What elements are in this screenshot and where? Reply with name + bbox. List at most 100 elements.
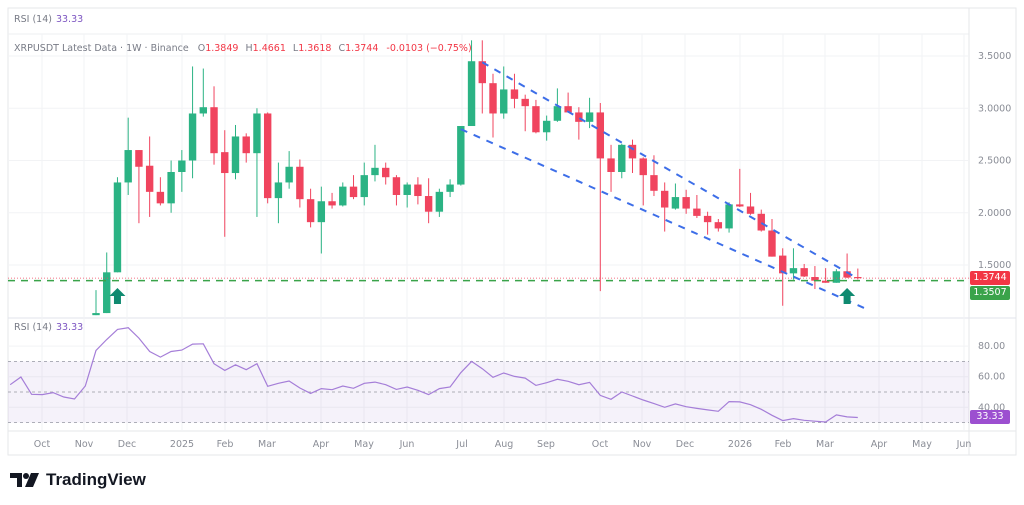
rsi-line (9, 327, 858, 423)
symbol-title: XRPUSDT Latest Data · 1W · Binance (14, 43, 189, 54)
candle-body (210, 107, 218, 154)
candle-body (113, 182, 122, 273)
candles (92, 40, 862, 316)
rsi-last-tag: 33.33 (970, 410, 1010, 424)
candle-body (843, 271, 851, 278)
candle-body (467, 61, 476, 127)
candle-body (135, 150, 143, 167)
price-tick-label: 2.0000 (978, 208, 1011, 219)
candle-body (478, 61, 486, 84)
candle-body (542, 120, 551, 133)
candle-body (585, 112, 594, 122)
time-tick-label: Aug (495, 439, 514, 450)
candle-body (274, 182, 283, 199)
change-value: -0.0103 (−0.75%) (386, 43, 472, 54)
candle-body (736, 204, 744, 207)
time-tick-label: 2026 (728, 439, 752, 450)
symbol-legend[interactable]: XRPUSDT Latest Data · 1W · Binance O1.38… (14, 43, 472, 54)
time-tick-label: Dec (676, 439, 694, 450)
candle-body (821, 280, 830, 283)
grid-lines (8, 34, 969, 431)
candle-body (306, 199, 315, 223)
candle-body (349, 186, 358, 198)
channel-upper-line (481, 61, 859, 280)
candle-body (832, 271, 841, 283)
candle-body (618, 144, 626, 172)
candle-body (854, 277, 862, 279)
candle-body (371, 167, 379, 176)
candle-body (800, 268, 808, 277)
candle-body (714, 222, 723, 229)
rsi-legend[interactable]: RSI (14) 33.33 (14, 322, 83, 333)
candle-body (446, 184, 454, 192)
candle-body (671, 197, 680, 209)
low-label: L (292, 43, 299, 54)
time-tick-label: Nov (633, 439, 652, 450)
candle-body (103, 272, 111, 314)
support-level-tag: 1.3507 (970, 286, 1010, 300)
time-tick-label: Mar (258, 439, 276, 450)
time-tick-label: Oct (34, 439, 51, 450)
rsi-tick-label: 60.00 (978, 372, 1005, 383)
candle-body (693, 208, 701, 216)
candle-body (639, 158, 647, 176)
candle-body (510, 89, 519, 99)
candle-body (575, 112, 583, 122)
open-label: O (197, 43, 206, 54)
candle-body (607, 158, 615, 172)
chart-frame (7, 7, 1017, 456)
candle-body (263, 113, 272, 199)
time-tick-label: Jun (399, 439, 415, 450)
time-tick-label: Feb (217, 439, 234, 450)
top-rsi-value: 33.33 (55, 14, 84, 25)
candle-body (564, 106, 572, 113)
candle-body (811, 277, 819, 281)
candle-body (392, 177, 401, 195)
time-tick-label: Oct (592, 439, 609, 450)
time-tick-label: Jun (956, 439, 972, 450)
price-tick-label: 3.0000 (978, 103, 1011, 114)
candle-body (789, 268, 798, 274)
time-tick-label: Jul (455, 439, 467, 450)
tradingview-logo-icon (10, 473, 39, 487)
candle-body (500, 89, 508, 114)
candle-body (660, 190, 669, 208)
candle-body (682, 197, 690, 209)
open-value: 1.3849 (205, 43, 239, 54)
rsi-value: 33.33 (55, 322, 84, 333)
close-label: C (338, 43, 346, 54)
high-label: H (245, 43, 253, 54)
candle-body (489, 83, 497, 114)
candle-body (178, 160, 186, 172)
time-tick-label: Dec (118, 439, 136, 450)
candle-body (167, 171, 175, 204)
price-axis[interactable]: 3.5000 3.0000 2.5000 2.0000 1.5000 80.00 60.00… (978, 51, 1011, 413)
time-tick-label: 2025 (170, 439, 194, 450)
rsi-tick-label: 80.00 (978, 341, 1005, 352)
candle-body (779, 255, 787, 274)
drawings[interactable] (8, 61, 969, 311)
candle-body (188, 113, 197, 161)
candle-body (145, 165, 154, 192)
top-rsi-legend[interactable]: RSI (14) 33.33 (14, 14, 83, 25)
candle-body (328, 201, 336, 206)
rsi-tick-label: 40.00 (978, 402, 1005, 413)
rsi-line-group (9, 327, 858, 423)
tradingview-logo[interactable]: TradingView (10, 470, 146, 490)
last-price-tag: 1.3744 (970, 271, 1010, 285)
candle-body (521, 98, 529, 107)
time-tick-label: May (354, 439, 374, 450)
time-tick-label: Apr (871, 439, 888, 450)
candle-body (553, 106, 562, 121)
time-tick-label: Mar (816, 439, 834, 450)
candle-body (156, 191, 165, 204)
signal-arrow-up-icon (109, 288, 126, 304)
candle-body (253, 113, 261, 154)
candle-body (414, 184, 422, 197)
candle-body (596, 112, 605, 159)
candle-body (703, 215, 712, 223)
time-axis[interactable]: Oct Nov Dec 2025 Feb Mar Apr May Jun Jul Aug Sep Oct… (34, 439, 972, 450)
candle-body (628, 144, 637, 159)
candle-body (725, 204, 733, 229)
